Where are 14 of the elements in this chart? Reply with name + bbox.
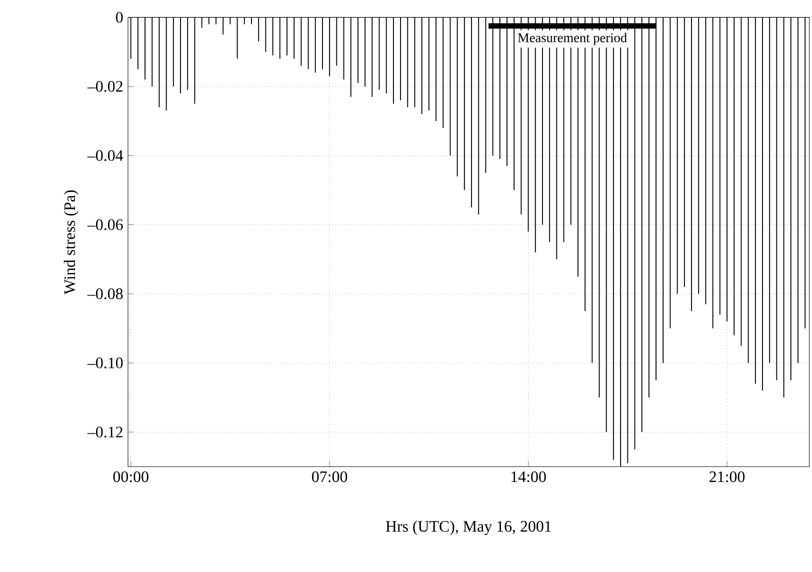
y-tick-label: –0.02 [87, 81, 122, 92]
y-tick-label: –0.12 [87, 426, 122, 438]
x-tick-label: 21:00 [710, 471, 745, 482]
y-tick-label: –0.10 [87, 358, 123, 368]
annotation: Measurement period [518, 32, 627, 45]
y-axis-title: Wind stress (Pa) [64, 190, 78, 294]
x-axis-title: Hrs (UTC), May 16, 2001 [386, 520, 551, 536]
x-tick-label: 14:00 [512, 471, 546, 482]
y-tick-label: –0.08 [87, 288, 123, 300]
y-tick-label: 0 [116, 12, 123, 23]
y-tick-label: –0.04 [87, 150, 124, 162]
x-tick-label: 07:00 [312, 471, 348, 482]
y-tick-label: –0.06 [87, 219, 123, 230]
x-tick-label: 00:00 [113, 471, 148, 482]
